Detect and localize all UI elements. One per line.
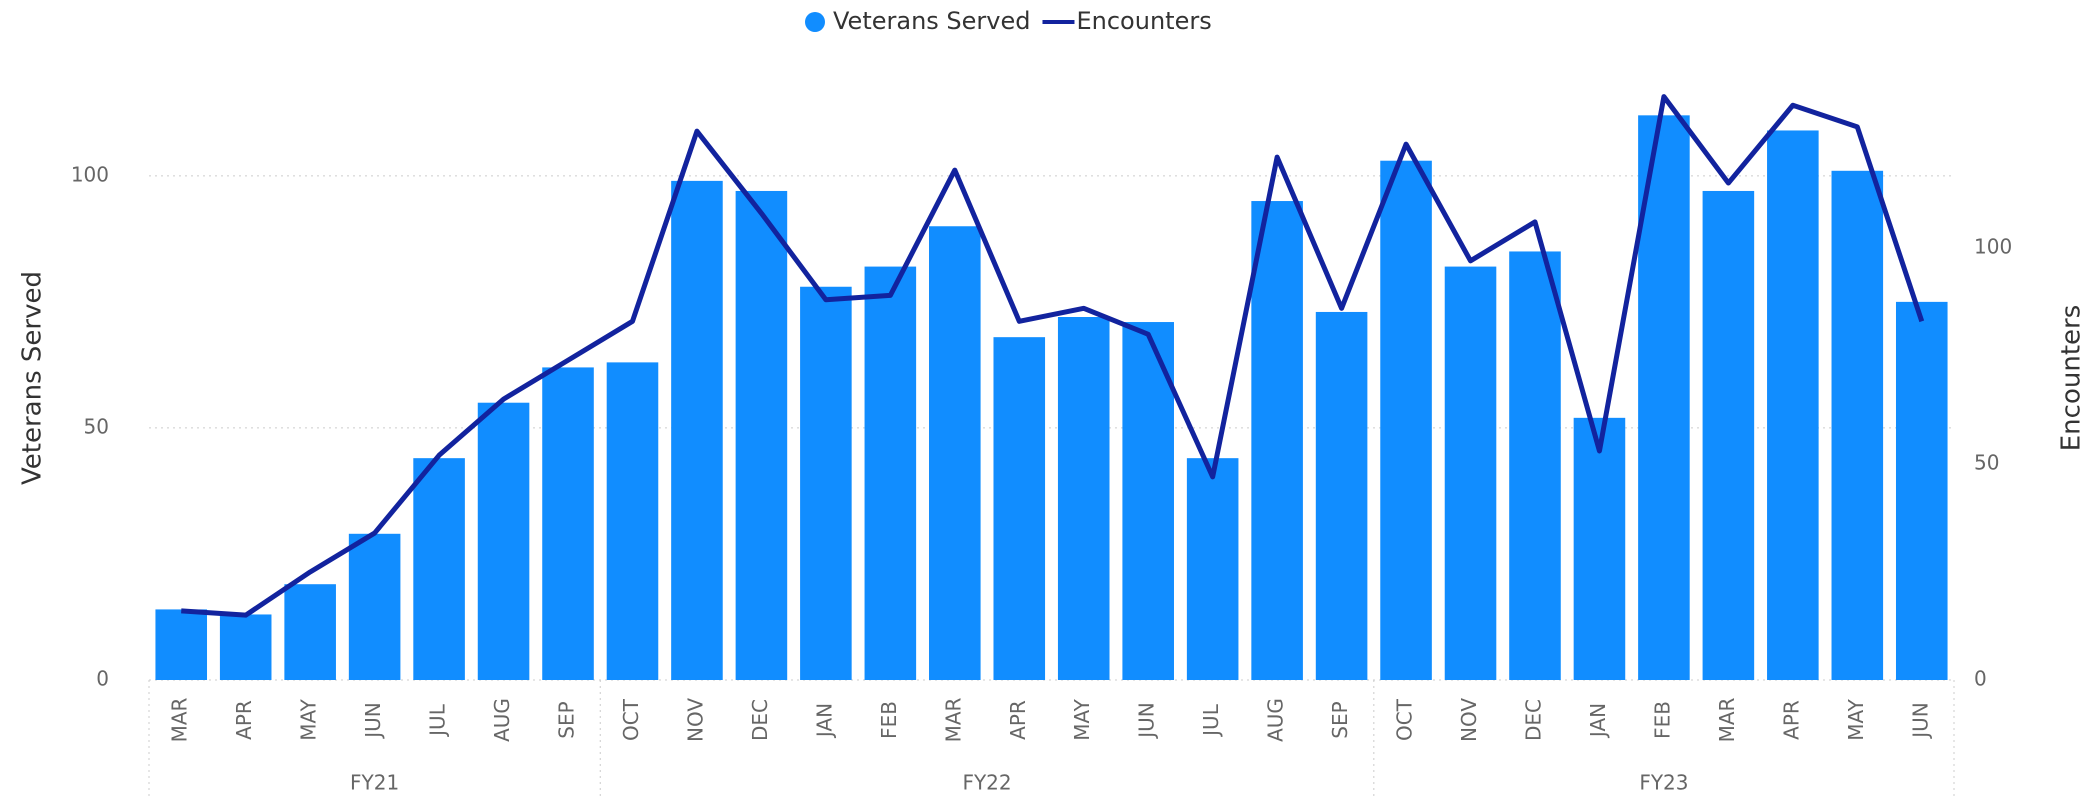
bar: [1186, 458, 1239, 680]
bar: [800, 286, 852, 680]
bar: [1509, 251, 1561, 681]
bar: [1638, 115, 1690, 681]
bar: [1573, 417, 1626, 680]
bar: [735, 190, 788, 681]
x-tick-label: MAY: [297, 698, 321, 740]
x-tick-label: DEC: [1521, 699, 1545, 741]
x-tick-label: OCT: [619, 698, 643, 741]
bar: [1315, 311, 1368, 680]
bar: [1444, 266, 1497, 680]
x-tick-label: DEC: [748, 699, 772, 741]
x-tick-label: MAR: [1715, 697, 1739, 742]
y-tick-label: 50: [84, 414, 109, 438]
bar: [929, 226, 981, 680]
x-tick-label: JUN: [361, 702, 385, 740]
line: [181, 94, 1925, 618]
y2-tick-label: 100: [1974, 234, 2012, 258]
bar: [219, 614, 272, 680]
bar: [1895, 301, 1948, 680]
group-label: FY21: [350, 771, 399, 795]
bar: [671, 180, 723, 680]
bar: [1702, 190, 1755, 681]
x-tick-label: MAY: [1844, 698, 1868, 740]
x-tick-label: JUL: [426, 703, 450, 738]
bar: [1122, 322, 1174, 680]
bar: [993, 337, 1046, 680]
y2-tick-label: 50: [1974, 450, 1999, 474]
x-tick-label: APR: [1006, 700, 1030, 740]
y2-axis-title: Encounters: [2057, 305, 2087, 452]
x-tick-label: SEP: [1328, 701, 1352, 738]
x-tick-label: OCT: [1393, 698, 1417, 741]
x-tick-label: FEB: [877, 701, 901, 739]
x-tick-label: APR: [1779, 700, 1803, 740]
legend-label: Encounters: [1076, 7, 1211, 35]
y-axis-title: Veterans Served: [18, 271, 48, 485]
x-tick-label: AUG: [490, 698, 514, 742]
bar: [477, 402, 530, 680]
x-tick-label: SEP: [555, 701, 579, 738]
x-tick-label: AUG: [1264, 698, 1288, 742]
bar: [1057, 317, 1110, 680]
x-tick-label: MAY: [1070, 698, 1094, 740]
x-tick-label: JUL: [1199, 703, 1223, 738]
x-tick-label: JAN: [1586, 703, 1610, 739]
x-tick-label: JUN: [1908, 702, 1932, 740]
legend-swatch: [805, 12, 825, 32]
bar: [413, 458, 465, 680]
bar: [1251, 201, 1303, 680]
bar: [606, 362, 659, 680]
x-tick-label: MAR: [941, 697, 965, 742]
y2-tick-label: 0: [1974, 667, 1987, 691]
bar: [348, 533, 401, 680]
x-tick-label: FEB: [1650, 701, 1674, 739]
group-label: FY22: [962, 771, 1011, 795]
x-tick-label: JAN: [812, 703, 836, 739]
x-tick-label: JUN: [1135, 702, 1159, 740]
y-tick-label: 0: [96, 667, 109, 691]
group-label: FY23: [1639, 771, 1688, 795]
x-tick-label: NOV: [1457, 698, 1481, 742]
y-tick-label: 100: [71, 162, 109, 186]
bar: [1380, 160, 1432, 681]
x-tick-label: NOV: [683, 698, 707, 742]
bar: [284, 584, 336, 680]
bar: [864, 266, 917, 680]
bar: [1831, 170, 1884, 680]
x-tick-label: APR: [232, 700, 256, 740]
bar: [1767, 130, 1819, 681]
bar: [155, 609, 208, 680]
x-tick-label: MAR: [168, 697, 192, 742]
bar: [542, 367, 594, 680]
legend-label: Veterans Served: [833, 7, 1030, 35]
